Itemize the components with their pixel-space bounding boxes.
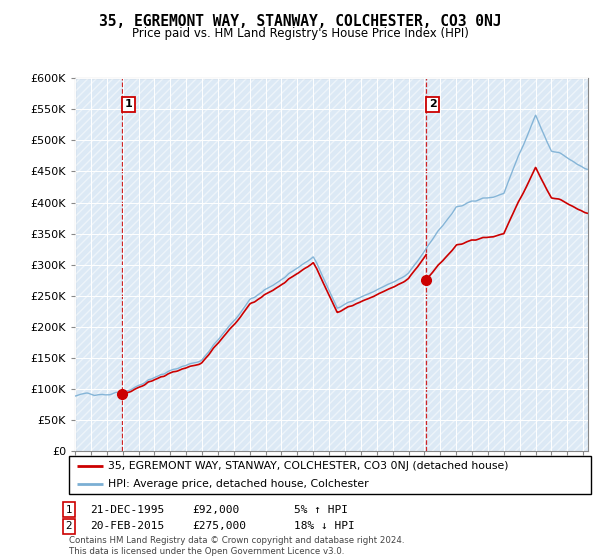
Text: 35, EGREMONT WAY, STANWAY, COLCHESTER, CO3 0NJ: 35, EGREMONT WAY, STANWAY, COLCHESTER, C… xyxy=(99,14,501,29)
Text: 5% ↑ HPI: 5% ↑ HPI xyxy=(294,505,348,515)
Text: Price paid vs. HM Land Registry's House Price Index (HPI): Price paid vs. HM Land Registry's House … xyxy=(131,27,469,40)
Text: £92,000: £92,000 xyxy=(192,505,239,515)
Text: Contains HM Land Registry data © Crown copyright and database right 2024.
This d: Contains HM Land Registry data © Crown c… xyxy=(69,536,404,556)
Text: HPI: Average price, detached house, Colchester: HPI: Average price, detached house, Colc… xyxy=(108,479,369,489)
Text: 20-FEB-2015: 20-FEB-2015 xyxy=(90,521,164,531)
Text: £275,000: £275,000 xyxy=(192,521,246,531)
Text: 21-DEC-1995: 21-DEC-1995 xyxy=(90,505,164,515)
Text: 1: 1 xyxy=(65,505,73,515)
Text: 18% ↓ HPI: 18% ↓ HPI xyxy=(294,521,355,531)
Text: 2: 2 xyxy=(65,521,73,531)
Text: 1: 1 xyxy=(125,100,133,109)
Text: 35, EGREMONT WAY, STANWAY, COLCHESTER, CO3 0NJ (detached house): 35, EGREMONT WAY, STANWAY, COLCHESTER, C… xyxy=(108,461,509,471)
Text: 2: 2 xyxy=(429,100,436,109)
